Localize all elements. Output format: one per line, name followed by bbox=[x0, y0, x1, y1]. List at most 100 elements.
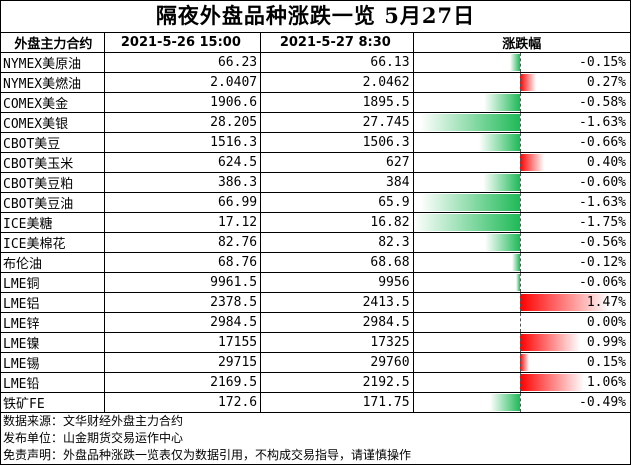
change-bar-negative bbox=[489, 394, 520, 411]
row-change-cell: 0.40% bbox=[412, 152, 631, 173]
row-change-cell: -1.63% bbox=[412, 192, 631, 213]
row-curr-price: 1506.3 bbox=[260, 132, 414, 153]
row-change-cell: -0.06% bbox=[412, 272, 631, 293]
zero-axis-line bbox=[519, 273, 521, 292]
change-percent: -0.15% bbox=[579, 55, 626, 70]
change-percent: -1.63% bbox=[579, 195, 626, 210]
zero-axis-line bbox=[519, 373, 521, 392]
table-row: COMEX美金 1906.6 1895.5 -0.58% bbox=[0, 92, 631, 113]
change-percent: -0.56% bbox=[579, 235, 626, 250]
row-curr-price: 384 bbox=[260, 172, 414, 193]
row-name: LME锡 bbox=[0, 352, 105, 373]
row-curr-price: 68.68 bbox=[260, 252, 414, 273]
change-bar-positive bbox=[519, 374, 585, 391]
change-percent: 0.99% bbox=[586, 335, 626, 350]
change-percent: 0.27% bbox=[586, 75, 626, 90]
row-curr-price: 16.82 bbox=[260, 212, 414, 233]
change-bar-positive bbox=[519, 74, 536, 91]
row-prev-price: 172.6 bbox=[103, 392, 262, 413]
change-bar-negative bbox=[510, 54, 520, 71]
row-name: COMEX美金 bbox=[0, 92, 105, 113]
row-prev-price: 17155 bbox=[103, 332, 262, 353]
table-row: LME铅 2169.5 2192.5 1.06% bbox=[0, 372, 631, 393]
change-percent: -0.12% bbox=[579, 255, 626, 270]
row-change-cell: -0.56% bbox=[412, 232, 631, 253]
table-row: CBOT美玉米 624.5 627 0.40% bbox=[0, 152, 631, 173]
change-bar-positive bbox=[519, 294, 610, 311]
zero-axis-line bbox=[519, 293, 521, 312]
row-name: NYMEX美原油 bbox=[0, 52, 105, 73]
row-change-cell: -0.49% bbox=[412, 392, 631, 413]
change-percent: 1.47% bbox=[586, 295, 626, 310]
row-name: CBOT美豆粕 bbox=[0, 172, 105, 193]
row-name: LME锌 bbox=[0, 312, 105, 333]
row-prev-price: 28.205 bbox=[103, 112, 262, 133]
footer-source: 数据来源：文华财经外盘主力合约 bbox=[3, 414, 184, 428]
row-change-cell: -0.58% bbox=[412, 92, 631, 113]
row-prev-price: 386.3 bbox=[103, 172, 262, 193]
row-prev-price: 2169.5 bbox=[103, 372, 262, 393]
table-row: LME铜 9961.5 9956 -0.06% bbox=[0, 272, 631, 293]
row-prev-price: 29715 bbox=[103, 352, 262, 373]
row-name: ICE美糖 bbox=[0, 212, 105, 233]
row-change-cell: -0.66% bbox=[412, 132, 631, 153]
header-prev: 2021-5-26 15:00 bbox=[103, 32, 262, 53]
change-percent: -0.58% bbox=[579, 95, 626, 110]
change-bar-positive bbox=[519, 154, 544, 171]
change-percent: 1.06% bbox=[586, 375, 626, 390]
zero-axis-line bbox=[519, 53, 521, 72]
row-change-cell: -0.12% bbox=[412, 252, 631, 273]
row-change-cell: -1.75% bbox=[412, 212, 631, 233]
quote-table: 外盘主力合约 2021-5-26 15:00 2021-5-27 8:30 涨跌… bbox=[0, 32, 631, 413]
row-curr-price: 2413.5 bbox=[260, 292, 414, 313]
row-prev-price: 1516.3 bbox=[103, 132, 262, 153]
row-prev-price: 2984.5 bbox=[103, 312, 262, 333]
change-bar-negative bbox=[420, 114, 520, 131]
row-prev-price: 17.12 bbox=[103, 212, 262, 233]
page-title: 隔夜外盘品种涨跌一览 5月27日 bbox=[155, 3, 476, 28]
row-curr-price: 171.75 bbox=[260, 392, 414, 413]
zero-axis-line bbox=[519, 113, 521, 132]
row-prev-price: 1906.6 bbox=[103, 92, 262, 113]
row-curr-price: 627 bbox=[260, 152, 414, 173]
change-percent: -0.49% bbox=[579, 395, 626, 410]
row-curr-price: 2984.5 bbox=[260, 312, 414, 333]
zero-axis-line bbox=[519, 253, 521, 272]
zero-axis-line bbox=[519, 93, 521, 112]
row-curr-price: 27.745 bbox=[260, 112, 414, 133]
footer-disclaimer: 免责声明：外盘品种涨跌一览表仅为数据引用，不构成交易指导，请谨慎操作 bbox=[3, 448, 412, 462]
change-bar-negative bbox=[484, 94, 520, 111]
footer-publisher: 发布单位：山金期货交易运作中心 bbox=[3, 431, 184, 445]
row-change-cell: -0.15% bbox=[412, 52, 631, 73]
row-prev-price: 2.0407 bbox=[103, 72, 262, 93]
row-curr-price: 66.13 bbox=[260, 52, 414, 73]
change-percent: -0.66% bbox=[579, 135, 626, 150]
row-name: CBOT美豆油 bbox=[0, 192, 105, 213]
row-curr-price: 82.3 bbox=[260, 232, 414, 253]
row-name: COMEX美银 bbox=[0, 112, 105, 133]
header-row: 外盘主力合约 2021-5-26 15:00 2021-5-27 8:30 涨跌… bbox=[0, 32, 631, 53]
row-change-cell: 0.00% bbox=[412, 312, 631, 333]
change-percent: -0.06% bbox=[579, 275, 626, 290]
row-name: 铁矿FE bbox=[0, 392, 105, 413]
row-curr-price: 29760 bbox=[260, 352, 414, 373]
zero-axis-line bbox=[519, 333, 521, 352]
change-bar-negative bbox=[515, 274, 520, 291]
zero-axis-line bbox=[519, 173, 521, 192]
change-bar-negative bbox=[479, 134, 520, 151]
zero-axis-line bbox=[519, 193, 521, 212]
zero-axis-line bbox=[519, 393, 521, 412]
row-change-cell: -1.63% bbox=[412, 112, 631, 133]
change-bar-negative bbox=[512, 254, 520, 271]
table-row: ICE美棉花 82.76 82.3 -0.56% bbox=[0, 232, 631, 253]
change-percent: 0.15% bbox=[586, 355, 626, 370]
row-name: LME铝 bbox=[0, 292, 105, 313]
row-prev-price: 82.76 bbox=[103, 232, 262, 253]
row-name: LME铅 bbox=[0, 372, 105, 393]
row-name: CBOT美豆 bbox=[0, 132, 105, 153]
change-percent: -1.63% bbox=[579, 115, 626, 130]
table-row: ICE美糖 17.12 16.82 -1.75% bbox=[0, 212, 631, 233]
change-percent: -1.75% bbox=[579, 215, 626, 230]
table-row: LME铝 2378.5 2413.5 1.47% bbox=[0, 292, 631, 313]
change-percent: 0.40% bbox=[586, 155, 626, 170]
